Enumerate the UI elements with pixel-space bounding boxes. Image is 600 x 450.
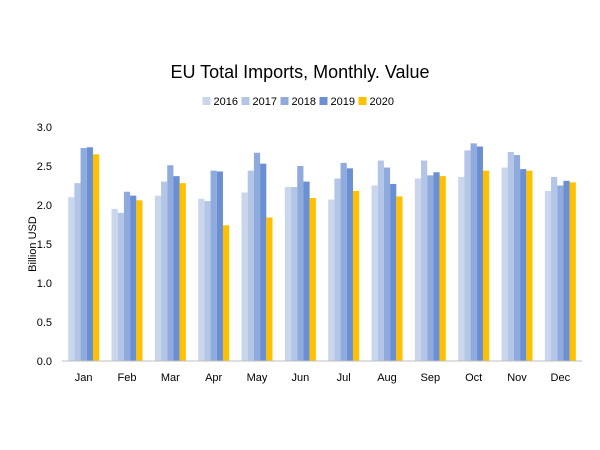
- bar-2016-aug: [371, 185, 378, 361]
- bar-2016-mar: [154, 195, 162, 361]
- bar-2016-feb: [111, 208, 118, 361]
- bar-2017-apr: [204, 201, 211, 361]
- x-tick-label: Feb: [118, 372, 137, 384]
- bar-2019-sep: [433, 172, 440, 361]
- bar-2018-dec: [557, 185, 564, 361]
- bar-2019-nov: [520, 169, 527, 361]
- bar-2018-feb: [123, 191, 131, 361]
- bar-2020-mar: [179, 183, 186, 361]
- bar-2016-sep: [414, 178, 422, 361]
- bar-2017-jun: [291, 187, 298, 361]
- legend-label: 2019: [331, 96, 355, 108]
- legend-swatch-2018: [280, 97, 289, 105]
- y-tick-label: 1.5: [37, 239, 52, 251]
- bar-2020-apr: [222, 225, 230, 361]
- bar-2017-jan: [74, 183, 81, 361]
- bar-2019-jul: [346, 168, 353, 361]
- x-axis: Jan Feb Mar Apr May Jun Jul Aug Sep Oct Nov Dec: [75, 372, 571, 384]
- x-tick-label: Jun: [291, 372, 309, 384]
- x-tick-label: Dec: [551, 372, 571, 384]
- bar-2020-nov: [526, 170, 533, 361]
- legend-swatch-2020: [358, 97, 367, 105]
- bar-2020-jun: [309, 197, 316, 361]
- y-tick-label: 1.0: [37, 278, 52, 290]
- bar-2019-dec: [563, 180, 570, 361]
- bar-2016-jan: [68, 197, 75, 361]
- bar-2018-aug: [383, 167, 391, 361]
- bar-2018-jul: [340, 162, 347, 361]
- bar-2019-may: [260, 163, 267, 361]
- bar-2018-mar: [167, 165, 174, 361]
- y-tick-label: 2.5: [37, 161, 52, 173]
- bar-2017-may: [247, 170, 254, 361]
- x-tick-label: Apr: [205, 372, 222, 384]
- x-tick-label: Oct: [465, 372, 482, 384]
- bar-2016-may: [241, 192, 248, 361]
- bar-2016-dec: [544, 190, 552, 361]
- bar-2018-jan: [80, 148, 87, 361]
- y-tick-label: 3.0: [37, 122, 52, 134]
- legend-swatch-2017: [241, 97, 250, 105]
- bar-2020-jul: [352, 190, 360, 361]
- bar-2020-feb: [136, 200, 143, 361]
- bar-2020-dec: [569, 182, 576, 361]
- y-tick-label: 2.0: [37, 200, 52, 212]
- bar-2018-jun: [297, 166, 304, 361]
- bar-2016-apr: [198, 198, 205, 361]
- bar-2018-apr: [210, 170, 217, 361]
- y-tick-label: 0.5: [37, 317, 52, 329]
- x-tick-label: May: [247, 372, 268, 384]
- bar-2017-oct: [464, 150, 471, 361]
- x-tick-label: Nov: [507, 372, 527, 384]
- legend-label: 2017: [253, 96, 277, 108]
- bar-2019-mar: [173, 176, 180, 361]
- bar-2019-feb: [130, 195, 137, 361]
- legend-label: 2020: [370, 96, 394, 108]
- bar-2020-oct: [482, 170, 490, 361]
- x-tick-label: Mar: [161, 372, 180, 384]
- bar-2018-oct: [470, 143, 477, 361]
- bar-2018-nov: [513, 155, 521, 361]
- bar-2020-may: [266, 217, 273, 361]
- legend-label: 2018: [292, 96, 316, 108]
- bar-2020-sep: [439, 176, 446, 361]
- bar-2017-sep: [421, 160, 428, 361]
- bar-2017-aug: [377, 160, 384, 361]
- bar-2020-aug: [396, 196, 403, 361]
- x-tick-label: Jan: [75, 372, 93, 384]
- bar-2017-feb: [117, 212, 124, 361]
- bar-2019-apr: [216, 171, 223, 361]
- bar-2018-may: [253, 152, 261, 361]
- legend-swatch-2016: [202, 97, 211, 105]
- bar-2019-jun: [303, 181, 310, 361]
- y-axis-label: Billion USD: [27, 216, 39, 272]
- bar-2016-jul: [328, 199, 335, 361]
- chart-title: EU Total Imports, Monthly. Value: [170, 62, 429, 82]
- legend: 2016 2017 2018 2019 2020: [202, 96, 394, 108]
- x-tick-label: Aug: [377, 372, 397, 384]
- legend-swatch-2019: [319, 97, 328, 105]
- bar-2019-jan: [86, 147, 93, 361]
- bar-2016-oct: [458, 176, 465, 361]
- bar-2017-jul: [334, 178, 341, 361]
- bar-2019-oct: [476, 146, 483, 361]
- bar-2017-dec: [551, 176, 558, 361]
- bar-2018-sep: [427, 175, 434, 361]
- y-tick-label: 0.0: [37, 356, 52, 368]
- bars: [68, 143, 576, 361]
- x-tick-label: Sep: [421, 372, 441, 384]
- bar-2016-nov: [501, 167, 508, 361]
- x-tick-label: Jul: [337, 372, 351, 384]
- legend-label: 2016: [214, 96, 238, 108]
- bar-2020-jan: [92, 154, 100, 361]
- bar-2017-nov: [507, 151, 514, 361]
- bar-2017-mar: [161, 181, 168, 361]
- y-axis: 0.0 0.5 1.0 1.5 2.0 2.5 3.0: [37, 122, 52, 368]
- bar-2019-aug: [390, 183, 397, 361]
- bar-2016-jun: [284, 187, 292, 361]
